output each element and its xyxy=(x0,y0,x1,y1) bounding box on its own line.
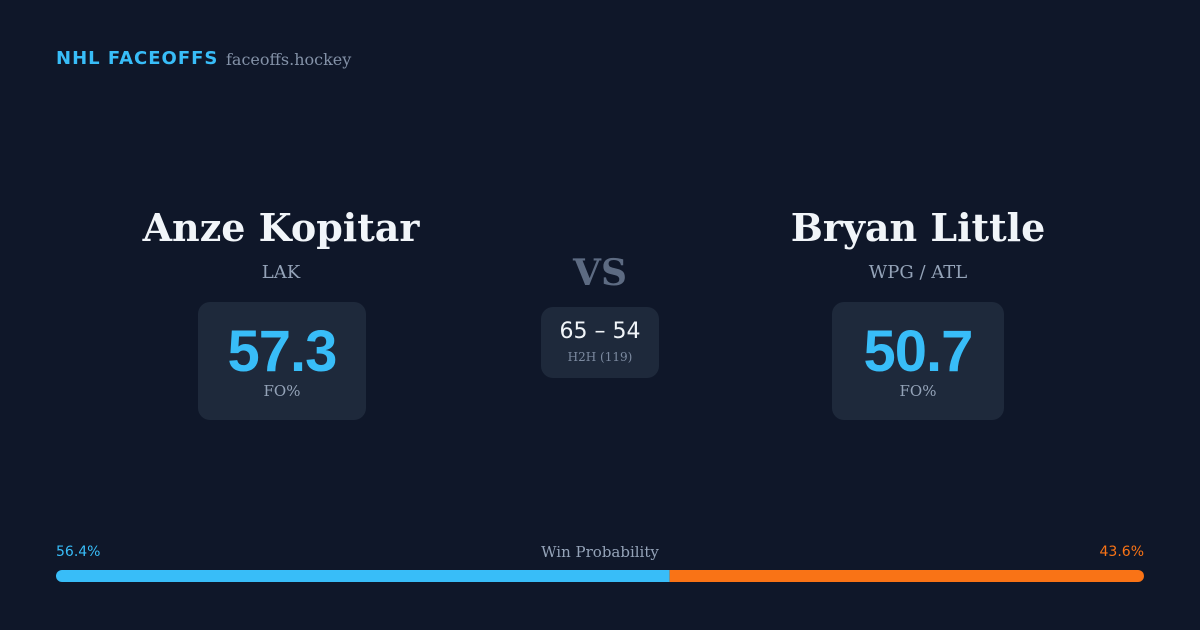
win-prob-segment xyxy=(669,570,1144,582)
h2h-box: 65 – 54 H2H (119) xyxy=(541,307,659,378)
win-prob-segment xyxy=(56,570,670,582)
brand-title: NHL FACEOFFS xyxy=(56,48,219,69)
player-name: Bryan Little xyxy=(790,205,1046,250)
vs-label: VS xyxy=(573,252,627,294)
fo-label: FO% xyxy=(263,382,301,400)
fo-label: FO% xyxy=(899,382,937,400)
site-name: faceoffs.hockey xyxy=(226,50,352,69)
stat-box: 50.7 FO% xyxy=(832,302,1004,420)
stat-box: 57.3 FO% xyxy=(198,302,366,420)
fo-value: 50.7 xyxy=(863,319,974,384)
win-prob-left: 56.4% xyxy=(56,544,101,560)
win-prob-label: Win Probability xyxy=(541,543,659,561)
fo-value: 57.3 xyxy=(227,319,338,384)
player-team: LAK xyxy=(261,262,301,283)
player-team: WPG / ATL xyxy=(868,262,968,283)
h2h-score: 65 – 54 xyxy=(559,319,641,344)
h2h-label: H2H (119) xyxy=(567,350,633,364)
player-name: Anze Kopitar xyxy=(142,205,420,250)
win-prob-bar xyxy=(56,570,1144,582)
win-prob-right: 43.6% xyxy=(1099,544,1144,560)
